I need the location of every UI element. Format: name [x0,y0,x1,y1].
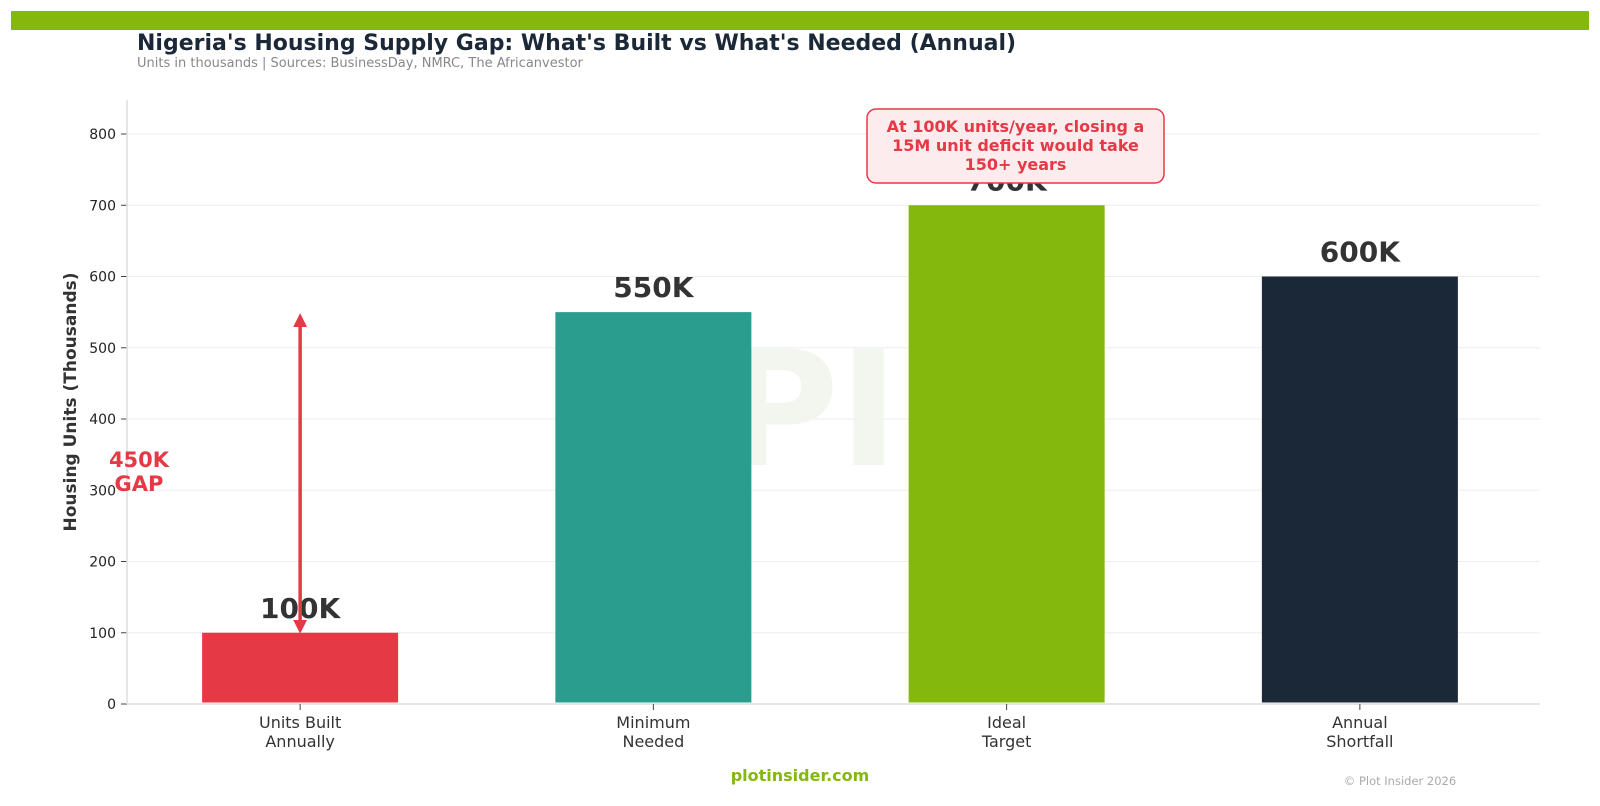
x-tick-label: Minimum Needed [616,713,690,751]
bars [202,205,1458,703]
x-tick-label: Ideal Target [981,713,1032,751]
y-tick-label: 400 [89,412,116,428]
bar[interactable] [202,632,399,703]
annotations: 450K GAP At 100K units/year, closing a 15M … [109,108,1165,634]
y-tick-label: 100 [89,626,116,642]
bar[interactable] [908,205,1105,703]
footer-copyright: © Plot Insider 2026 [1343,774,1457,788]
x-tick-label: Units Built Annually [259,713,341,751]
chart-subtitle: Units in thousands | Sources: BusinessDa… [137,56,583,71]
y-tick-label: 200 [89,555,116,571]
y-tick-label: 700 [89,198,116,214]
accent-bar [11,11,1589,30]
gap-label: 450K GAP [109,448,170,496]
bar-value-label: 550K [613,271,694,304]
y-tick-label: 600 [89,270,116,286]
chart-title: Nigeria's Housing Supply Gap: What's Bui… [137,31,1017,56]
x-tick-label: Annual Shortfall [1326,713,1393,751]
bar[interactable] [555,312,752,703]
footer-brand[interactable]: plotinsider.com [730,766,870,785]
axes: 0 100 200 300 400 500 600 700 800 Housing Units (… [61,100,1540,751]
y-tick-label: 500 [89,341,116,357]
y-tick-label: 0 [107,697,116,713]
callout-box [866,108,1165,184]
callout-text: At 100K units/year, closing a 15M unit de… [887,117,1145,174]
bar-value-label: 600K [1320,236,1401,269]
y-tick-label: 800 [89,127,116,143]
y-tick-label: 300 [89,483,116,499]
y-axis-label: Housing Units (Thousands) [61,272,81,531]
bar[interactable] [1261,276,1458,703]
